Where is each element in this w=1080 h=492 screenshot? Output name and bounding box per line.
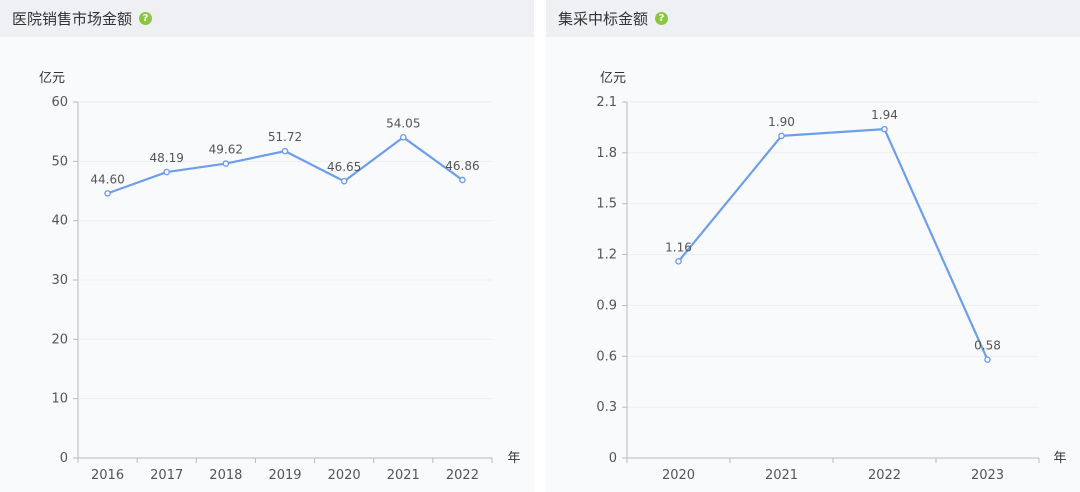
data-point[interactable] (281, 147, 289, 155)
y-tick-label: 20 (51, 332, 68, 347)
data-label: 54.05 (386, 116, 420, 130)
hospital-sales-line-chart: 亿元 0 10 20 30 40 50 60 2016 2017 2018 2019 2020 2021 2… (39, 71, 521, 483)
procurement-bid-line-chart: 亿元 0 0.3 0.6 0.9 1.2 1.5 1.8 2.1 2020 2021 2022 2023… (596, 71, 1066, 483)
x-tick-label: 2020 (328, 468, 361, 483)
x-tick-label: 2017 (150, 468, 183, 483)
procurement-bid-panel: 集采中标金额 ? 亿元 0 0.3 0.6 0.9 1.2 1.5 1.8 2.1 2020 202… (546, 0, 1080, 492)
data-label: 1.94 (871, 108, 898, 122)
y-tick-label: 1.2 (596, 248, 617, 263)
hospital-sales-panel: 医院销售市场金额 ? 亿元 0 10 20 30 40 50 60 2016 2017 2018 20… (0, 0, 534, 492)
data-point[interactable] (778, 132, 785, 140)
question-icon[interactable]: ? (139, 12, 153, 25)
y-tick-label: 40 (51, 214, 68, 229)
x-tick-label: 2021 (387, 468, 420, 483)
x-tick-label: 2016 (91, 468, 124, 483)
x-tick-label: 2020 (662, 468, 695, 483)
data-point[interactable] (675, 258, 682, 265)
y-tick-label: 0.9 (596, 298, 617, 313)
y-tick-label: 0 (609, 451, 617, 466)
data-point[interactable] (459, 176, 466, 184)
x-tick-label: 2022 (868, 468, 901, 483)
x-tick-label: 2022 (446, 468, 479, 483)
data-point[interactable] (881, 125, 888, 133)
data-label: 0.58 (974, 339, 1001, 353)
data-point[interactable] (222, 160, 230, 167)
panel-title: 集采中标金额 (558, 10, 649, 28)
series-line (107, 136, 464, 195)
y-tick-label: 0 (60, 451, 68, 466)
data-label: 49.62 (209, 143, 243, 157)
x-tick-label: 2023 (971, 468, 1004, 483)
data-point[interactable] (340, 177, 348, 185)
y-tick-label: 30 (51, 273, 68, 288)
x-axis-unit-label: 年 (1053, 451, 1066, 466)
data-label: 46.65 (327, 160, 361, 174)
y-axis-unit-label: 亿元 (600, 71, 626, 86)
y-tick-label: 10 (51, 392, 68, 407)
data-label: 46.86 (445, 159, 479, 173)
y-tick-label: 60 (51, 95, 68, 110)
data-point[interactable] (104, 190, 111, 197)
y-tick-label: 1.8 (596, 146, 617, 161)
x-axis-unit-label: 年 (507, 451, 520, 466)
data-label: 44.60 (90, 172, 124, 186)
question-icon[interactable]: ? (655, 12, 669, 25)
panel-header: 集采中标金额 ? (546, 0, 1080, 37)
x-tick-label: 2021 (765, 468, 798, 483)
y-tick-label: 1.5 (596, 197, 617, 212)
data-point[interactable] (984, 356, 991, 363)
data-label: 1.90 (768, 115, 795, 129)
data-label: 48.19 (150, 151, 184, 165)
y-tick-label: 2.1 (596, 95, 617, 110)
y-tick-label: 0.6 (596, 349, 617, 364)
y-axis-unit-label: 亿元 (39, 71, 65, 86)
x-tick-label: 2019 (268, 468, 301, 483)
series-line (677, 128, 989, 361)
x-tick-label: 2018 (209, 468, 242, 483)
panel-header: 医院销售市场金额 ? (0, 0, 534, 37)
data-label: 51.72 (268, 130, 302, 144)
data-point[interactable] (399, 134, 407, 141)
data-label: 1.16 (665, 240, 692, 254)
panel-title: 医院销售市场金额 (12, 10, 133, 28)
data-point[interactable] (163, 168, 171, 176)
y-tick-label: 50 (51, 154, 68, 169)
y-tick-label: 0.3 (596, 400, 617, 415)
